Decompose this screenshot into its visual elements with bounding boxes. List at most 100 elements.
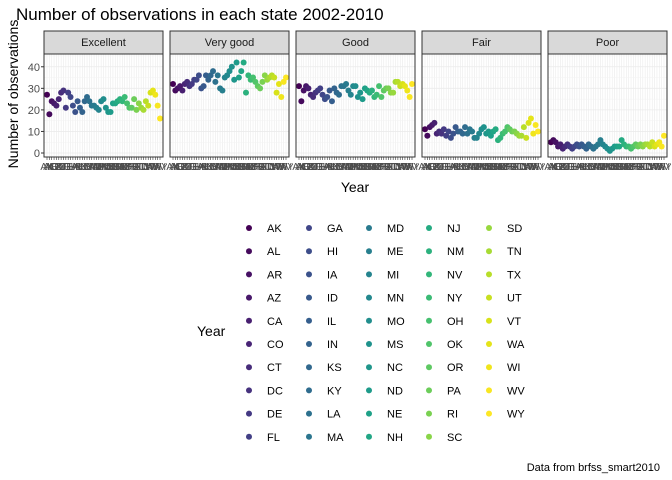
x-tick-label: AK xyxy=(166,162,180,173)
legend-item: DC xyxy=(246,385,283,397)
x-tick-label: AL xyxy=(547,162,560,173)
x-tick-label: NH xyxy=(612,162,626,173)
legend-key xyxy=(306,271,312,278)
data-point xyxy=(296,83,302,90)
legend-item: WI xyxy=(486,362,520,374)
legend-key xyxy=(366,294,372,301)
legend-item: UT xyxy=(486,293,522,305)
x-tick-label: MA xyxy=(84,162,99,173)
x-tick-label: WY xyxy=(530,162,546,173)
x-tick-label: RI xyxy=(131,162,141,173)
legend-item: NC xyxy=(366,362,403,374)
x-tick-label: TN xyxy=(263,162,276,173)
y-tick-label: 30 xyxy=(28,83,40,95)
x-tick-label: FL xyxy=(566,162,578,173)
legend-key xyxy=(246,271,252,278)
x-tick-label: LA xyxy=(83,162,96,173)
x-tick-label: AR xyxy=(297,162,311,173)
x-tick-label: ID xyxy=(73,162,83,173)
legend-label: ID xyxy=(327,293,338,305)
x-tick-label: MD xyxy=(86,162,102,173)
legend-key xyxy=(486,387,492,394)
data-point xyxy=(532,121,539,128)
legend-key xyxy=(366,410,372,417)
x-tick-label: AL xyxy=(421,162,434,173)
data-point xyxy=(67,93,74,100)
data-point xyxy=(326,87,333,94)
x-tick-label: MA xyxy=(210,162,225,173)
x-tick-label: NE xyxy=(610,162,624,173)
legend-label: SC xyxy=(447,432,462,444)
data-point xyxy=(317,85,324,92)
legend-key xyxy=(366,225,372,231)
facet-strip-label: Good xyxy=(342,37,369,49)
legend-item: NM xyxy=(426,246,464,258)
x-tick-label: SD xyxy=(134,162,148,173)
x-tick-label: MO xyxy=(95,162,111,173)
x-tick-label: VT xyxy=(396,162,409,173)
data-point xyxy=(424,132,431,139)
x-tick-label: OK xyxy=(626,162,641,173)
legend-key xyxy=(246,225,252,231)
legend-key xyxy=(486,248,492,255)
x-tick-label: NY xyxy=(370,162,384,173)
x-tick-label: WI xyxy=(527,162,539,173)
legend-key xyxy=(486,410,492,417)
x-tick-label: MO xyxy=(473,162,489,173)
caption: Data from brfss_smart2010 xyxy=(527,462,660,474)
legend-label: MO xyxy=(387,316,405,328)
x-tick-label: KS xyxy=(330,162,344,173)
data-point xyxy=(154,102,161,109)
x-tick-label: UT xyxy=(142,162,155,173)
data-point xyxy=(298,98,305,105)
legend-key xyxy=(426,410,432,417)
data-point xyxy=(459,130,466,137)
legend-key xyxy=(246,433,252,440)
legend-key xyxy=(426,225,432,231)
legend-item: DE xyxy=(246,409,282,421)
x-tick-label: AR xyxy=(45,162,59,173)
x-tick-label: NC xyxy=(479,162,493,173)
data-point xyxy=(275,81,282,88)
data-point xyxy=(530,130,537,137)
x-tick-label: CO xyxy=(177,162,192,173)
legend-key xyxy=(426,341,432,347)
x-tick-label: VT xyxy=(144,162,157,173)
x-tick-label: IA xyxy=(449,162,459,173)
legend-label: WA xyxy=(507,339,525,351)
x-tick-labels: AKALARAZCACOCTDCDEFLGAHIIAIDILINKSKYLAMA… xyxy=(292,162,419,173)
x-tick-label: OH xyxy=(120,162,135,173)
y-tick-label: 40 xyxy=(28,62,40,74)
legend-label: CO xyxy=(267,339,284,351)
x-tick-label: SD xyxy=(260,162,274,173)
data-point xyxy=(133,106,140,113)
x-tick-label: MI xyxy=(93,162,104,173)
data-point xyxy=(347,91,354,98)
data-point xyxy=(219,87,226,94)
facet-panel: Fair AKALARAZCACOCTDCDEFLGAHIIAIDILINKSKY… xyxy=(418,30,546,173)
legend-key xyxy=(306,341,312,347)
x-tick-label: MO xyxy=(221,162,237,173)
data-point xyxy=(69,102,76,109)
legend-key xyxy=(366,387,372,394)
x-tick-label: MO xyxy=(347,162,363,173)
x-tick-label: IN xyxy=(329,162,339,173)
x-tick-label: DC xyxy=(182,162,196,173)
data-point xyxy=(46,111,53,118)
x-tick-labels: AKALARAZCACOCTDCDEFLGAHIIAIDILINKSKYLAMA… xyxy=(166,162,293,173)
x-tick-label: TN xyxy=(641,162,654,173)
x-tick-label: WY xyxy=(656,162,672,173)
x-tick-label: WV xyxy=(654,162,670,173)
data-point xyxy=(235,74,242,81)
data-point xyxy=(373,91,380,98)
x-tick-label: KS xyxy=(456,162,470,173)
legend-label: AK xyxy=(267,223,282,235)
x-tick-label: NJ xyxy=(364,162,376,173)
legend-item: IN xyxy=(306,339,338,351)
x-tick-label: GA xyxy=(189,162,204,173)
x-tick-label: DC xyxy=(56,162,70,173)
data-point xyxy=(518,132,525,139)
x-tick-label: FL xyxy=(440,162,452,173)
x-tick-label: KY xyxy=(458,162,472,173)
legend-item: MD xyxy=(366,223,404,235)
